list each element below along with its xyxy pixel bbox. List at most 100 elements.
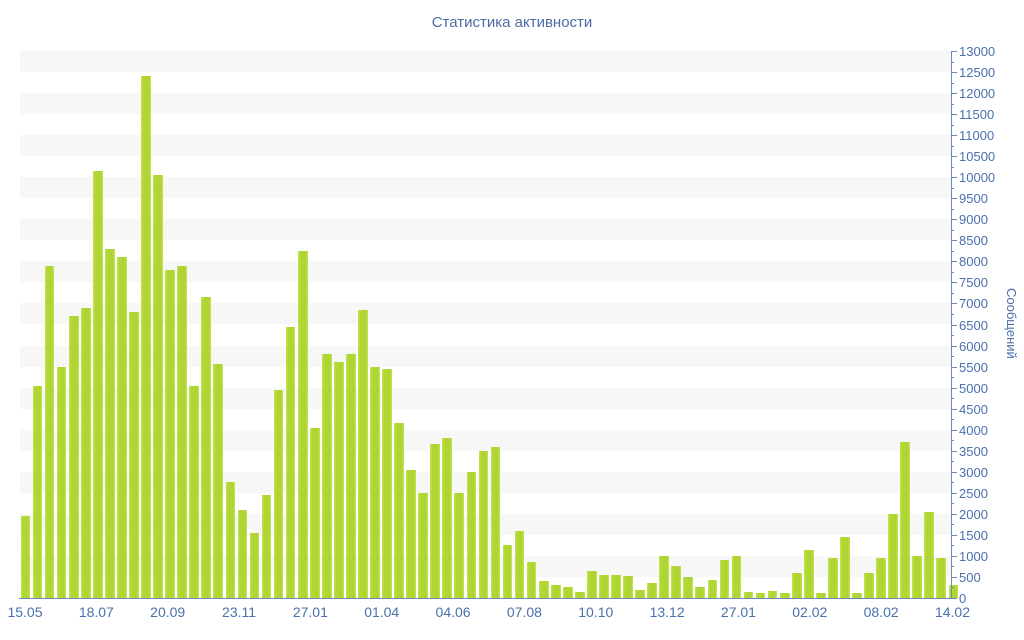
bar <box>32 385 43 598</box>
y-tick-label: 2000 <box>959 506 988 522</box>
bar <box>406 469 416 598</box>
y-tick-label: 12500 <box>959 65 996 81</box>
bar <box>876 558 886 598</box>
y-axis-title: Сообщений <box>1004 288 1019 359</box>
bar <box>249 532 260 598</box>
y-tick-label: 13000 <box>959 44 996 59</box>
bar <box>791 572 802 598</box>
y-minor-tick <box>951 145 954 147</box>
y-tick-label: 7000 <box>959 296 988 312</box>
bar <box>611 574 621 598</box>
y-major-tick <box>951 282 957 284</box>
bar <box>321 353 332 598</box>
bar <box>924 511 935 598</box>
y-major-tick <box>951 72 957 74</box>
y-minor-tick <box>951 524 954 526</box>
y-major-tick <box>951 324 957 326</box>
bar <box>574 591 585 598</box>
y-minor-tick <box>951 335 954 337</box>
bar <box>587 570 597 598</box>
bar <box>550 585 561 598</box>
x-tick-label: 15.05 <box>7 604 43 620</box>
bar <box>683 576 694 598</box>
y-minor-tick <box>951 61 954 63</box>
y-major-tick <box>951 366 957 368</box>
y-tick-label: 6000 <box>959 338 988 354</box>
bar <box>659 555 670 598</box>
bar <box>80 307 91 598</box>
y-tick-label: 9500 <box>959 191 988 207</box>
x-tick-label: 04.06 <box>435 604 471 620</box>
y-minor-tick <box>951 461 954 463</box>
grid-band <box>20 303 951 325</box>
bar <box>803 549 814 598</box>
bar <box>430 444 441 598</box>
y-tick-label: 11500 <box>959 107 995 123</box>
bar <box>105 248 115 598</box>
x-tick-label: 13.12 <box>649 604 685 620</box>
x-tick-label: 10.10 <box>578 604 614 620</box>
y-minor-tick <box>951 419 954 421</box>
bar <box>815 593 826 598</box>
y-tick-label: 10500 <box>959 149 996 165</box>
bar <box>92 170 103 598</box>
grid-band <box>20 93 951 115</box>
y-major-tick <box>951 240 957 242</box>
y-minor-tick <box>951 587 954 589</box>
y-tick-label: 3500 <box>959 443 988 459</box>
y-tick-label: 11000 <box>959 128 995 144</box>
bar <box>285 326 296 598</box>
bar <box>382 368 392 598</box>
bar <box>779 592 790 598</box>
x-tick-label: 27.01 <box>292 604 328 620</box>
y-major-tick <box>951 471 957 473</box>
y-major-tick <box>951 576 957 578</box>
bar <box>394 423 404 598</box>
y-major-tick <box>951 114 957 116</box>
bar <box>201 297 212 598</box>
y-minor-tick <box>951 82 954 84</box>
bar <box>478 450 489 598</box>
bar <box>719 560 730 598</box>
y-tick-label: 2500 <box>959 485 988 501</box>
bar <box>743 591 754 598</box>
bar <box>912 555 923 598</box>
bar <box>466 471 477 598</box>
grid-band <box>20 177 951 199</box>
y-major-tick <box>951 156 957 158</box>
y-tick-label: 500 <box>959 569 981 585</box>
bar <box>418 492 428 598</box>
y-tick-label: 3000 <box>959 464 988 480</box>
bar <box>454 492 465 598</box>
y-major-tick <box>951 408 957 410</box>
grid-band <box>20 387 951 409</box>
y-minor-tick <box>951 292 954 294</box>
x-tick-label: 14.02 <box>934 604 971 620</box>
y-minor-tick <box>951 377 954 379</box>
bar <box>56 366 67 598</box>
y-major-tick <box>951 387 957 389</box>
bar <box>731 555 742 598</box>
x-tick-label: 07.08 <box>506 604 542 620</box>
y-major-tick <box>951 534 957 536</box>
x-tick-label: 01.04 <box>364 604 400 620</box>
bar <box>165 269 175 598</box>
y-major-tick <box>951 261 957 263</box>
bar <box>141 76 151 598</box>
bar <box>936 558 947 598</box>
y-major-tick <box>951 513 957 515</box>
y-tick-label: 7500 <box>959 275 988 291</box>
y-minor-tick <box>951 271 954 273</box>
bar <box>864 572 874 598</box>
y-major-tick <box>951 135 957 137</box>
x-tick-label: 18.07 <box>78 604 114 620</box>
y-minor-tick <box>951 250 954 252</box>
y-minor-tick <box>951 229 954 231</box>
x-tick-label: 27.01 <box>720 604 756 620</box>
bar <box>852 592 862 598</box>
grid-band <box>20 135 951 157</box>
bar <box>261 494 272 598</box>
grid-band <box>20 219 951 241</box>
y-minor-tick <box>951 124 954 126</box>
